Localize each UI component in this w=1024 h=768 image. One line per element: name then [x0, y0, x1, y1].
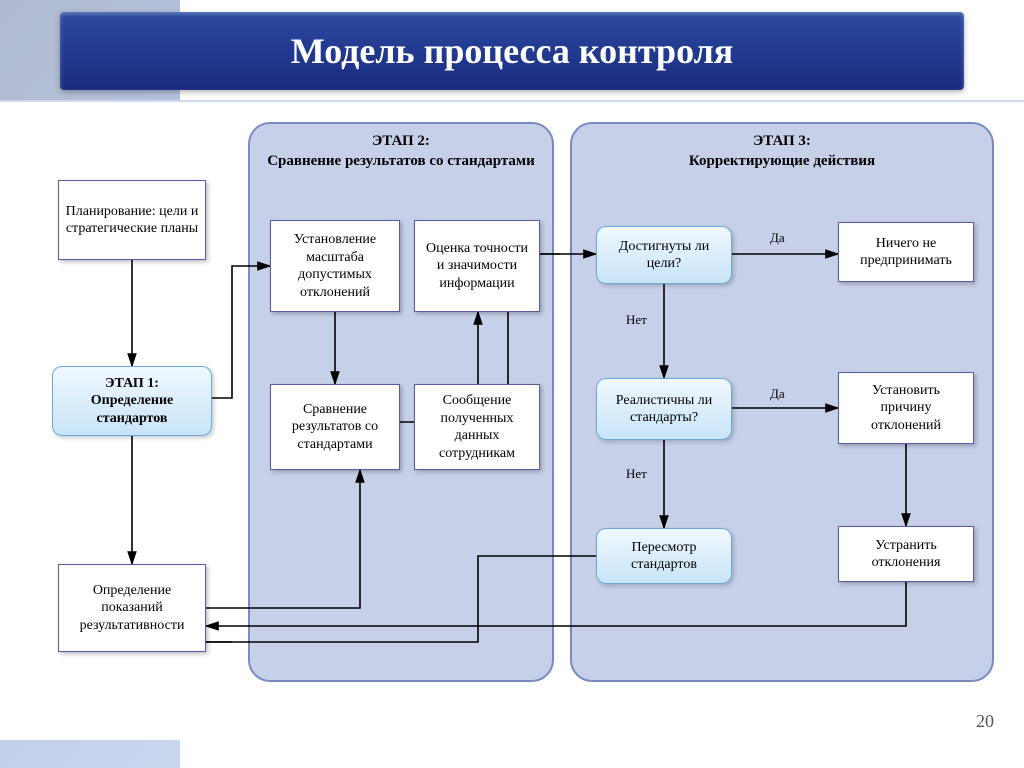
diagram-area: ЭТАП 2: Сравнение результатов со стандар…	[0, 100, 1024, 740]
node-perf: Определение показаний результативности	[58, 564, 206, 652]
node-plan: Планирование: цели и стратегические план…	[58, 180, 206, 260]
label-net1: Нет	[626, 312, 647, 328]
node-cause: Установить причину отклонений	[838, 372, 974, 444]
node-fix: Устранить отклонения	[838, 526, 974, 582]
stage3-line1: ЭТАП 3:	[584, 132, 980, 152]
stage3-line2: Корректирующие действия	[584, 152, 980, 172]
node-donoth: Ничего не предпринимать	[838, 222, 974, 282]
node-compare: Сравнение результатов со стандартами	[270, 384, 400, 470]
stage2-line1: ЭТАП 2:	[262, 132, 540, 152]
label-da1: Да	[770, 230, 785, 246]
stage3-header: ЭТАП 3: Корректирующие действия	[572, 124, 992, 171]
label-da2: Да	[770, 386, 785, 402]
label-net2: Нет	[626, 466, 647, 482]
title-bar: Модель процесса контроля	[60, 12, 964, 90]
node-stage1: ЭТАП 1:Определение стандартов	[52, 366, 212, 436]
node-scale: Установление масштаба допустимых отклоне…	[270, 220, 400, 312]
node-eval: Оценка точности и значимости информации	[414, 220, 540, 312]
node-revise: Пересмотр стандартов	[596, 528, 732, 584]
page-number: 20	[976, 711, 994, 732]
node-goals: Достигнуты ли цели?	[596, 226, 732, 284]
stage2-header: ЭТАП 2: Сравнение результатов со стандар…	[250, 124, 552, 171]
node-report: Сообщение полученных данных сотрудникам	[414, 384, 540, 470]
node-real: Реалистичны ли стандарты?	[596, 378, 732, 440]
page-title: Модель процесса контроля	[291, 30, 734, 72]
stage2-line2: Сравнение результатов со стандартами	[262, 152, 540, 172]
